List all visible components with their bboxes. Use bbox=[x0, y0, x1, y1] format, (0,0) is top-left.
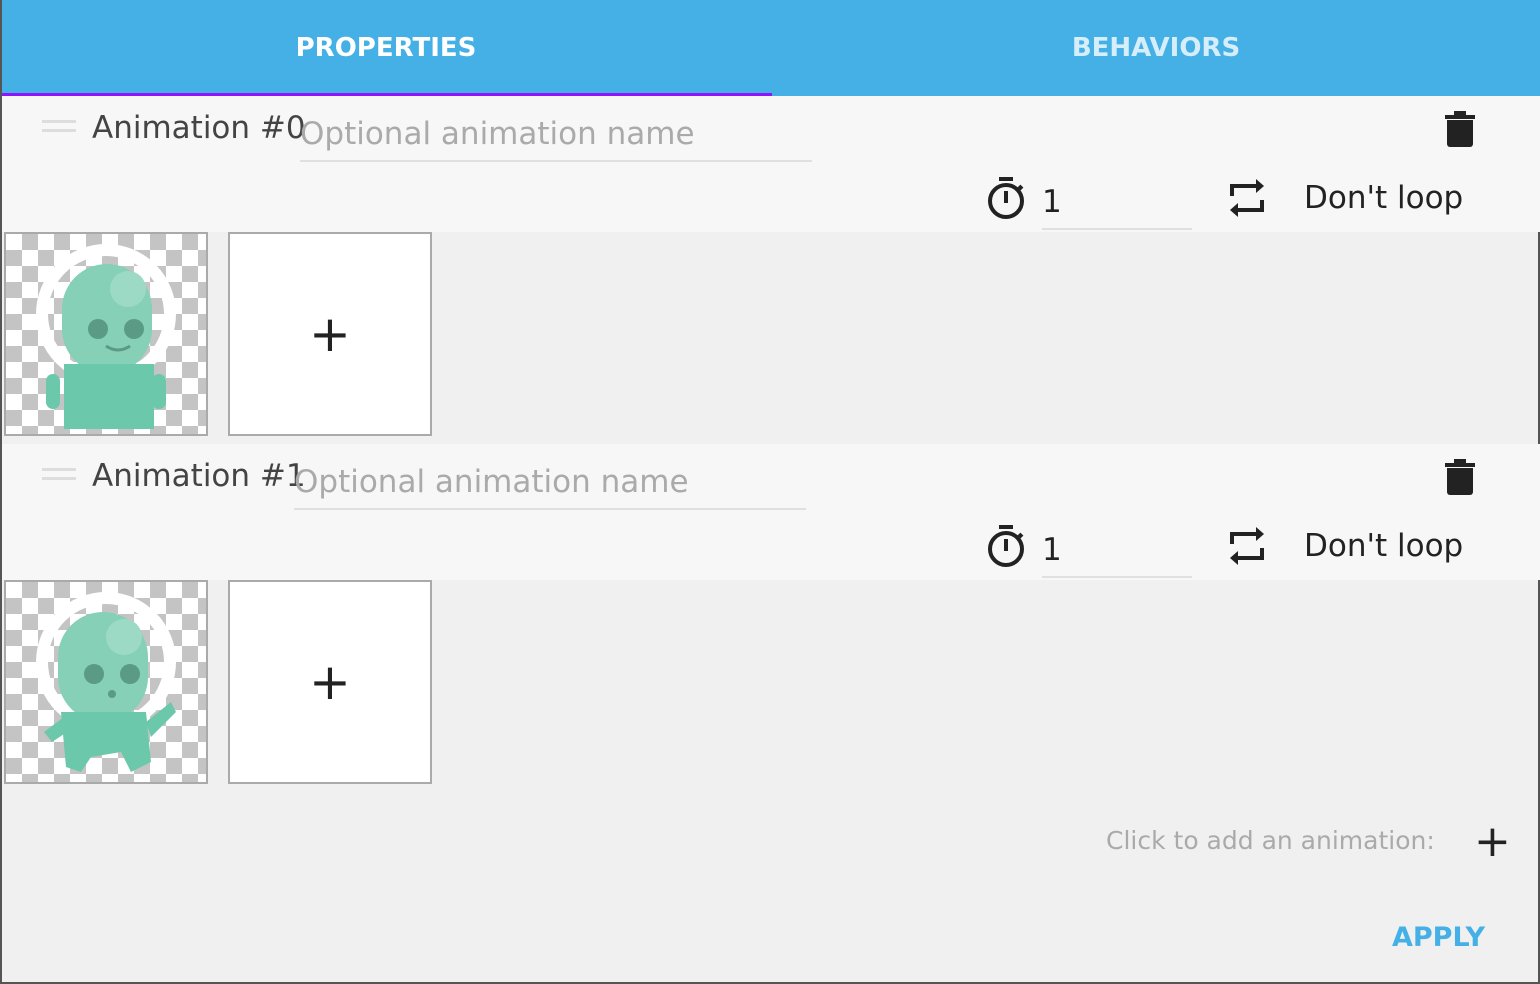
drag-handle-icon[interactable] bbox=[42, 468, 76, 480]
timer-icon bbox=[988, 525, 1024, 567]
animation-label: Animation #1 bbox=[92, 458, 306, 494]
duration-input[interactable] bbox=[1042, 524, 1192, 578]
animation-name-input[interactable] bbox=[294, 456, 806, 510]
loop-icon[interactable] bbox=[1228, 526, 1266, 566]
drag-handle-icon[interactable] bbox=[42, 120, 76, 132]
add-frame-button[interactable]: + bbox=[228, 232, 432, 436]
add-animation-hint: Click to add an animation: bbox=[1106, 826, 1435, 855]
alien-sprite-image bbox=[36, 244, 176, 429]
sprite-frame[interactable] bbox=[4, 580, 208, 784]
add-frame-button[interactable]: + bbox=[228, 580, 432, 784]
add-animation-button[interactable]: + bbox=[1474, 816, 1511, 867]
tab-bar: PROPERTIES BEHAVIORS bbox=[2, 0, 1540, 96]
alien-sprite-image bbox=[36, 592, 176, 772]
tab-behaviors[interactable]: BEHAVIORS bbox=[1071, 33, 1241, 63]
loop-icon[interactable] bbox=[1228, 178, 1266, 218]
loop-toggle[interactable]: Don't loop bbox=[1304, 180, 1464, 216]
animation-name-input[interactable] bbox=[300, 108, 812, 162]
apply-button[interactable]: APPLY bbox=[1392, 922, 1486, 953]
tab-indicator bbox=[2, 93, 772, 96]
tab-properties[interactable]: PROPERTIES bbox=[295, 33, 477, 63]
loop-toggle[interactable]: Don't loop bbox=[1304, 528, 1464, 564]
timer-icon bbox=[988, 177, 1024, 219]
animation-header: Animation #1 Don't loop bbox=[2, 444, 1540, 580]
animation-label: Animation #0 bbox=[92, 110, 306, 146]
duration-input[interactable] bbox=[1042, 176, 1192, 230]
trash-icon[interactable] bbox=[1444, 110, 1476, 148]
sprite-frame[interactable] bbox=[4, 232, 208, 436]
trash-icon[interactable] bbox=[1444, 458, 1476, 496]
animation-header: Animation #0 Don't loop bbox=[2, 96, 1540, 232]
